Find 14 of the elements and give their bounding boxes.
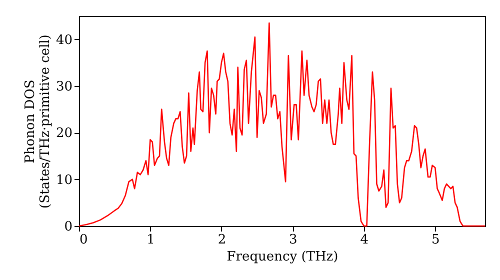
y-tick-label: 10 xyxy=(56,172,72,188)
x-tick-label: 1 xyxy=(146,232,155,248)
y-tick-label: 20 xyxy=(56,126,72,142)
line-series xyxy=(78,22,486,227)
y-axis-title: Phonon DOS (States/THz·primitive cell) xyxy=(22,34,53,209)
x-tick-label: 2 xyxy=(218,232,226,248)
x-axis-title: Frequency (THz) xyxy=(226,250,338,264)
y-tick-label: 40 xyxy=(56,32,72,48)
y-tick-label: 0 xyxy=(64,220,72,234)
x-tick-label: 4 xyxy=(360,232,369,248)
x-tick-label: 5 xyxy=(432,232,440,248)
x-tick-label: 0 xyxy=(80,232,88,248)
y-tick-label: 30 xyxy=(56,80,72,94)
x-tick-label: 3 xyxy=(289,232,298,248)
